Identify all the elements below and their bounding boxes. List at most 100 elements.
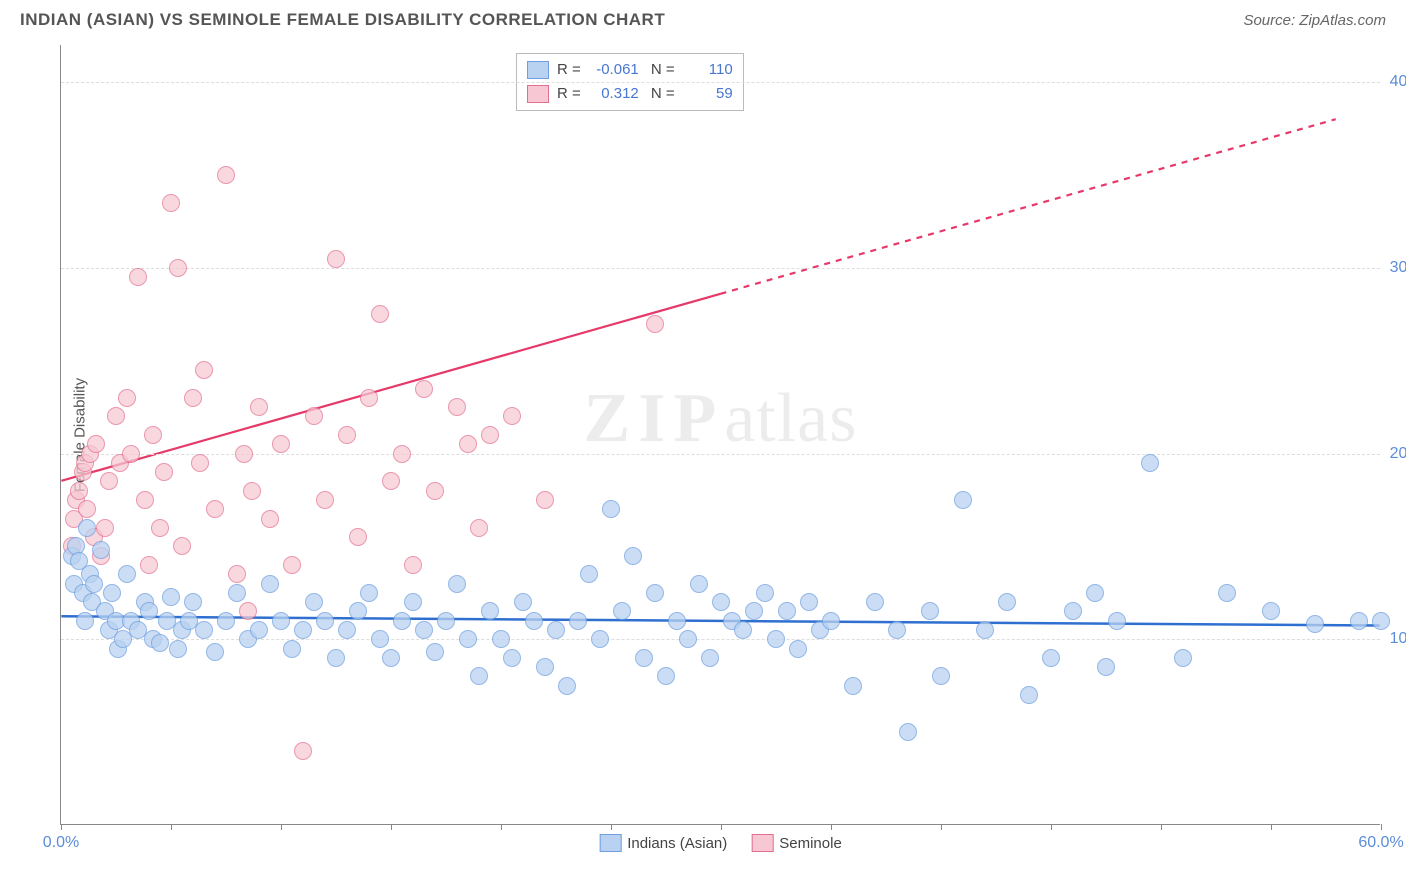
header-bar: INDIAN (ASIAN) VS SEMINOLE FEMALE DISABI…: [0, 0, 1406, 36]
scatter-point: [547, 621, 565, 639]
scatter-point: [657, 667, 675, 685]
scatter-point: [136, 491, 154, 509]
scatter-point: [470, 667, 488, 685]
scatter-point: [437, 612, 455, 630]
scatter-point: [624, 547, 642, 565]
stat-n-indians: 110: [683, 58, 733, 82]
x-tick-label: 60.0%: [1358, 834, 1403, 852]
scatter-point: [1372, 612, 1390, 630]
source-attribution: Source: ZipAtlas.com: [1243, 12, 1386, 29]
scatter-point: [305, 593, 323, 611]
scatter-point: [173, 537, 191, 555]
scatter-point: [536, 658, 554, 676]
scatter-point: [261, 575, 279, 593]
scatter-point: [712, 593, 730, 611]
legend-item-seminole: Seminole: [751, 834, 842, 852]
stat-n-label-2: N =: [647, 82, 675, 106]
scatter-point: [756, 584, 774, 602]
scatter-point: [415, 621, 433, 639]
scatter-point: [822, 612, 840, 630]
scatter-point: [360, 389, 378, 407]
scatter-point: [866, 593, 884, 611]
scatter-point: [228, 584, 246, 602]
scatter-point: [272, 435, 290, 453]
scatter-point: [1218, 584, 1236, 602]
x-tick: [61, 824, 62, 830]
scatter-point: [239, 602, 257, 620]
scatter-point: [767, 630, 785, 648]
scatter-point: [778, 602, 796, 620]
x-tick: [391, 824, 392, 830]
scatter-point: [646, 315, 664, 333]
scatter-point: [144, 426, 162, 444]
scatter-point: [448, 398, 466, 416]
scatter-point: [228, 565, 246, 583]
x-tick: [281, 824, 282, 830]
scatter-point: [492, 630, 510, 648]
stats-row-seminole: R = 0.312 N = 59: [527, 82, 733, 106]
scatter-point: [1042, 649, 1060, 667]
scatter-point: [426, 482, 444, 500]
scatter-point: [426, 643, 444, 661]
x-tick: [1051, 824, 1052, 830]
scatter-point: [382, 649, 400, 667]
x-tick: [1271, 824, 1272, 830]
x-tick: [501, 824, 502, 830]
x-tick: [1381, 824, 1382, 830]
x-tick: [171, 824, 172, 830]
scatter-point: [283, 556, 301, 574]
stats-row-indians: R = -0.061 N = 110: [527, 58, 733, 82]
stat-r-seminole: 0.312: [589, 82, 639, 106]
legend-label-indians: Indians (Asian): [627, 835, 727, 852]
scatter-point: [272, 612, 290, 630]
gridline-h: [61, 639, 1380, 640]
x-tick: [721, 824, 722, 830]
scatter-point: [327, 250, 345, 268]
y-tick-label: 10.0%: [1390, 630, 1406, 648]
scatter-point: [338, 426, 356, 444]
scatter-point: [580, 565, 598, 583]
scatter-point: [569, 612, 587, 630]
scatter-point: [404, 593, 422, 611]
scatter-point: [261, 510, 279, 528]
scatter-point: [217, 166, 235, 184]
scatter-point: [701, 649, 719, 667]
scatter-point: [78, 519, 96, 537]
scatter-point: [217, 612, 235, 630]
scatter-point: [206, 643, 224, 661]
scatter-point: [371, 630, 389, 648]
scatter-point: [525, 612, 543, 630]
scatter-point: [646, 584, 664, 602]
scatter-point: [349, 602, 367, 620]
scatter-point: [470, 519, 488, 537]
scatter-point: [1262, 602, 1280, 620]
scatter-point: [932, 667, 950, 685]
scatter-point: [107, 407, 125, 425]
scatter-point: [558, 677, 576, 695]
scatter-point: [1350, 612, 1368, 630]
scatter-point: [294, 621, 312, 639]
scatter-point: [382, 472, 400, 490]
scatter-point: [415, 380, 433, 398]
scatter-point: [70, 482, 88, 500]
scatter-point: [503, 649, 521, 667]
scatter-point: [745, 602, 763, 620]
scatter-point: [404, 556, 422, 574]
scatter-point: [140, 602, 158, 620]
scatter-point: [844, 677, 862, 695]
scatter-point: [613, 602, 631, 620]
trend-lines-svg: [61, 45, 1380, 824]
scatter-point: [243, 482, 261, 500]
stat-n-label: N =: [647, 58, 675, 82]
scatter-point: [76, 612, 94, 630]
scatter-point: [1306, 615, 1324, 633]
scatter-point: [103, 584, 121, 602]
scatter-point: [140, 556, 158, 574]
scatter-point: [92, 541, 110, 559]
legend-item-indians: Indians (Asian): [599, 834, 727, 852]
scatter-point: [1097, 658, 1115, 676]
scatter-point: [118, 389, 136, 407]
scatter-point: [1020, 686, 1038, 704]
scatter-point: [393, 612, 411, 630]
scatter-point: [888, 621, 906, 639]
